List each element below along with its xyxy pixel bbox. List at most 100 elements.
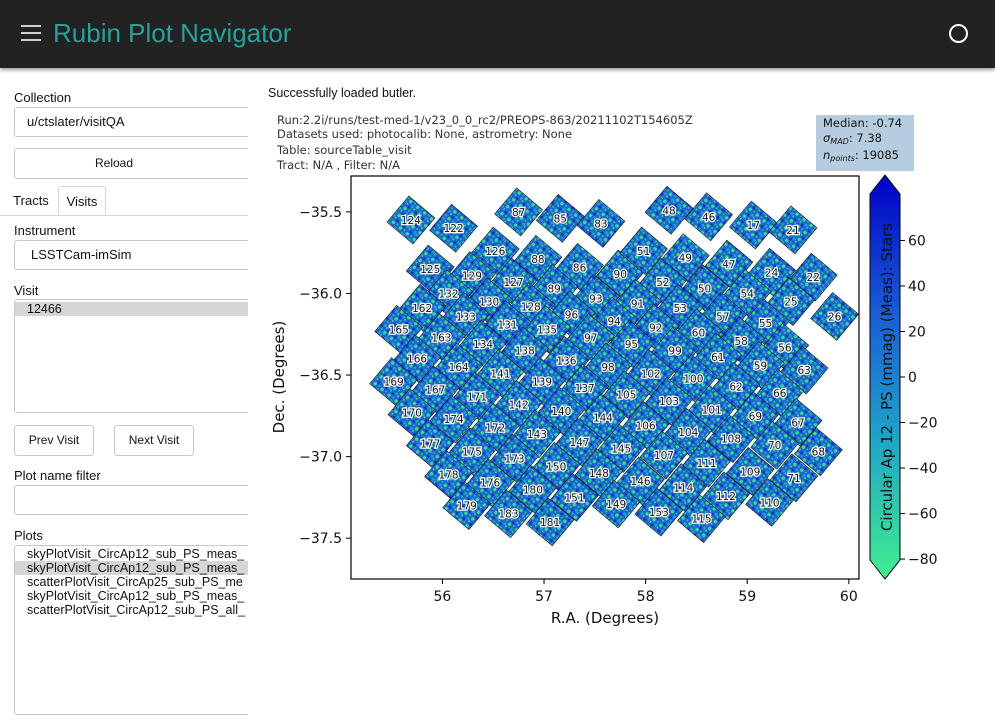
list-item[interactable]: skyPlotVisit_CircAp12_sub_PS_meas_ bbox=[15, 561, 248, 575]
collection-label: Collection bbox=[14, 90, 72, 105]
detector-label: 25 bbox=[784, 297, 797, 309]
detector-patch bbox=[591, 479, 641, 529]
detector-label: 134 bbox=[473, 339, 493, 351]
reload-button[interactable]: Reload bbox=[14, 148, 248, 179]
detector-label: 136 bbox=[556, 355, 576, 367]
list-item[interactable]: scatterPlotVisit_CircAp12_sub_PS_all_ bbox=[27, 603, 245, 617]
detector-label: 110 bbox=[760, 497, 780, 509]
y-tick-label: −36.5 bbox=[299, 368, 342, 384]
next-visit-button[interactable]: Next Visit bbox=[114, 425, 194, 456]
hamburger-menu-icon[interactable] bbox=[21, 25, 41, 41]
detector-patch bbox=[684, 192, 734, 242]
colorbar-tick-label: −20 bbox=[908, 416, 938, 432]
detector-patch bbox=[634, 487, 684, 537]
prev-visit-button[interactable]: Prev Visit bbox=[14, 425, 94, 456]
detector-label: 55 bbox=[759, 318, 772, 330]
detector-tile: 83 bbox=[576, 198, 626, 248]
list-item[interactable]: 12466 bbox=[15, 302, 248, 316]
detector-patch bbox=[550, 473, 599, 522]
detector-label: 50 bbox=[698, 284, 711, 296]
detector-label: 48 bbox=[662, 205, 675, 217]
detector-patch bbox=[725, 446, 775, 496]
detector-patch bbox=[793, 427, 843, 477]
detector-tile: 149 bbox=[591, 479, 641, 529]
detector-patch bbox=[768, 205, 818, 255]
colorbar-bar bbox=[869, 174, 901, 580]
tab-visits[interactable]: Visits bbox=[58, 186, 106, 215]
x-axis-label: R.A. (Degrees) bbox=[551, 609, 659, 627]
detector-label: 150 bbox=[546, 461, 566, 473]
detector-label: 52 bbox=[656, 277, 669, 289]
detector-label: 165 bbox=[389, 324, 409, 336]
visit-listbox[interactable]: 12466 bbox=[14, 299, 248, 413]
instrument-select[interactable]: LSSTCam-imSim bbox=[14, 240, 248, 270]
detector-tile: 110 bbox=[745, 477, 794, 527]
detector-label: 71 bbox=[787, 473, 800, 485]
detector-label: 141 bbox=[490, 368, 510, 380]
detector-tile: 21 bbox=[768, 205, 818, 255]
instrument-label: Instrument bbox=[14, 223, 76, 238]
detector-label: 174 bbox=[444, 414, 464, 426]
detector-tile: 115 bbox=[677, 494, 726, 544]
detector-label: 70 bbox=[768, 440, 781, 452]
detector-label: 178 bbox=[439, 470, 459, 482]
detector-label: 181 bbox=[540, 517, 560, 529]
detector-tile: 107 bbox=[639, 430, 689, 480]
detector-label: 179 bbox=[457, 501, 477, 513]
detector-label: 63 bbox=[797, 365, 810, 377]
stats-box: Median: -0.74 σMAD: 7.38 npoints: 19085 bbox=[816, 115, 914, 171]
detector-label: 107 bbox=[654, 450, 674, 462]
y-axis-label: Dec. (Degrees) bbox=[270, 321, 288, 434]
y-tick-label: −37.0 bbox=[299, 450, 342, 466]
colorbar-tick-label: 60 bbox=[908, 233, 926, 249]
detector-tile: 70 bbox=[750, 420, 800, 470]
detector-label: 104 bbox=[678, 427, 698, 439]
colorbar-label: Circular Ap 12 - PS (mmag) (Meas): Stars bbox=[878, 223, 896, 531]
detector-patch bbox=[484, 489, 533, 539]
detector-label: 149 bbox=[606, 499, 626, 511]
detector-label: 51 bbox=[637, 246, 650, 258]
app-title: Rubin Plot Navigator bbox=[53, 18, 292, 48]
colorbar-tick-label: 40 bbox=[908, 279, 926, 295]
list-item[interactable]: skyPlotVisit_CircAp12_sub_PS_meas_ bbox=[27, 547, 245, 561]
sky-plot: Run:2.2i/runs/test-med-1/v23_0_0_rc2/PRE… bbox=[262, 105, 995, 722]
detector-label: 153 bbox=[649, 507, 669, 519]
detector-label: 125 bbox=[420, 264, 440, 276]
detector-label: 132 bbox=[439, 288, 459, 300]
list-item[interactable]: scatterPlotVisit_CircAp25_sub_PS_me bbox=[27, 575, 243, 589]
detector-label: 171 bbox=[467, 391, 487, 403]
tab-tracts[interactable]: Tracts bbox=[13, 193, 49, 208]
detector-label: 83 bbox=[594, 218, 607, 230]
detector-label: 92 bbox=[649, 323, 662, 335]
detector-label: 180 bbox=[523, 484, 543, 496]
colorbar: 60 40 20 0 −20 −40 −60 −80 Circular Ap 12 - PS … bbox=[869, 174, 938, 580]
detector-label: 133 bbox=[456, 311, 476, 323]
plot-filter-input[interactable] bbox=[14, 485, 248, 515]
plot-axes: 124 122 87 85 83 48 46 17 21 125 129 126 88 86 90 51 49 4… bbox=[270, 175, 860, 627]
list-item[interactable]: skyPlotVisit_CircAp12_sub_PS_meas_ bbox=[27, 589, 245, 603]
x-tick-label: 59 bbox=[738, 589, 756, 605]
detector-tile: 48 bbox=[644, 185, 694, 235]
detector-label: 90 bbox=[614, 269, 627, 281]
detector-label: 146 bbox=[631, 476, 651, 488]
detector-label: 56 bbox=[778, 342, 792, 354]
detector-tile: 124 bbox=[386, 195, 436, 245]
detector-label: 172 bbox=[485, 422, 505, 434]
detector-label: 59 bbox=[754, 360, 767, 372]
detector-tile: 180 bbox=[508, 464, 558, 514]
detector-label: 167 bbox=[425, 385, 445, 397]
colorbar-tick-label: −40 bbox=[908, 461, 938, 477]
datasets-info-text: Datasets used: photocalib: None, astrome… bbox=[277, 127, 572, 141]
x-tick-label: 58 bbox=[637, 589, 655, 605]
sidebar: Collection u/ctslater/visitQA Reload Tra… bbox=[0, 68, 248, 722]
colorbar-tick-label: −60 bbox=[908, 507, 938, 523]
circle-icon[interactable] bbox=[949, 24, 968, 43]
detector-label: 106 bbox=[636, 421, 656, 433]
run-info-text: Run:2.2i/runs/test-med-1/v23_0_0_rc2/PRE… bbox=[277, 113, 693, 127]
detector-label: 62 bbox=[729, 381, 742, 393]
collection-input[interactable]: u/ctslater/visitQA bbox=[14, 107, 248, 137]
detector-patch bbox=[535, 194, 585, 243]
plots-listbox[interactable]: skyPlotVisit_CircAp12_sub_PS_meas_ skyPl… bbox=[14, 545, 248, 715]
detector-label: 109 bbox=[740, 466, 760, 478]
sigma-mad-text: σMAD: 7.38 bbox=[823, 131, 882, 146]
